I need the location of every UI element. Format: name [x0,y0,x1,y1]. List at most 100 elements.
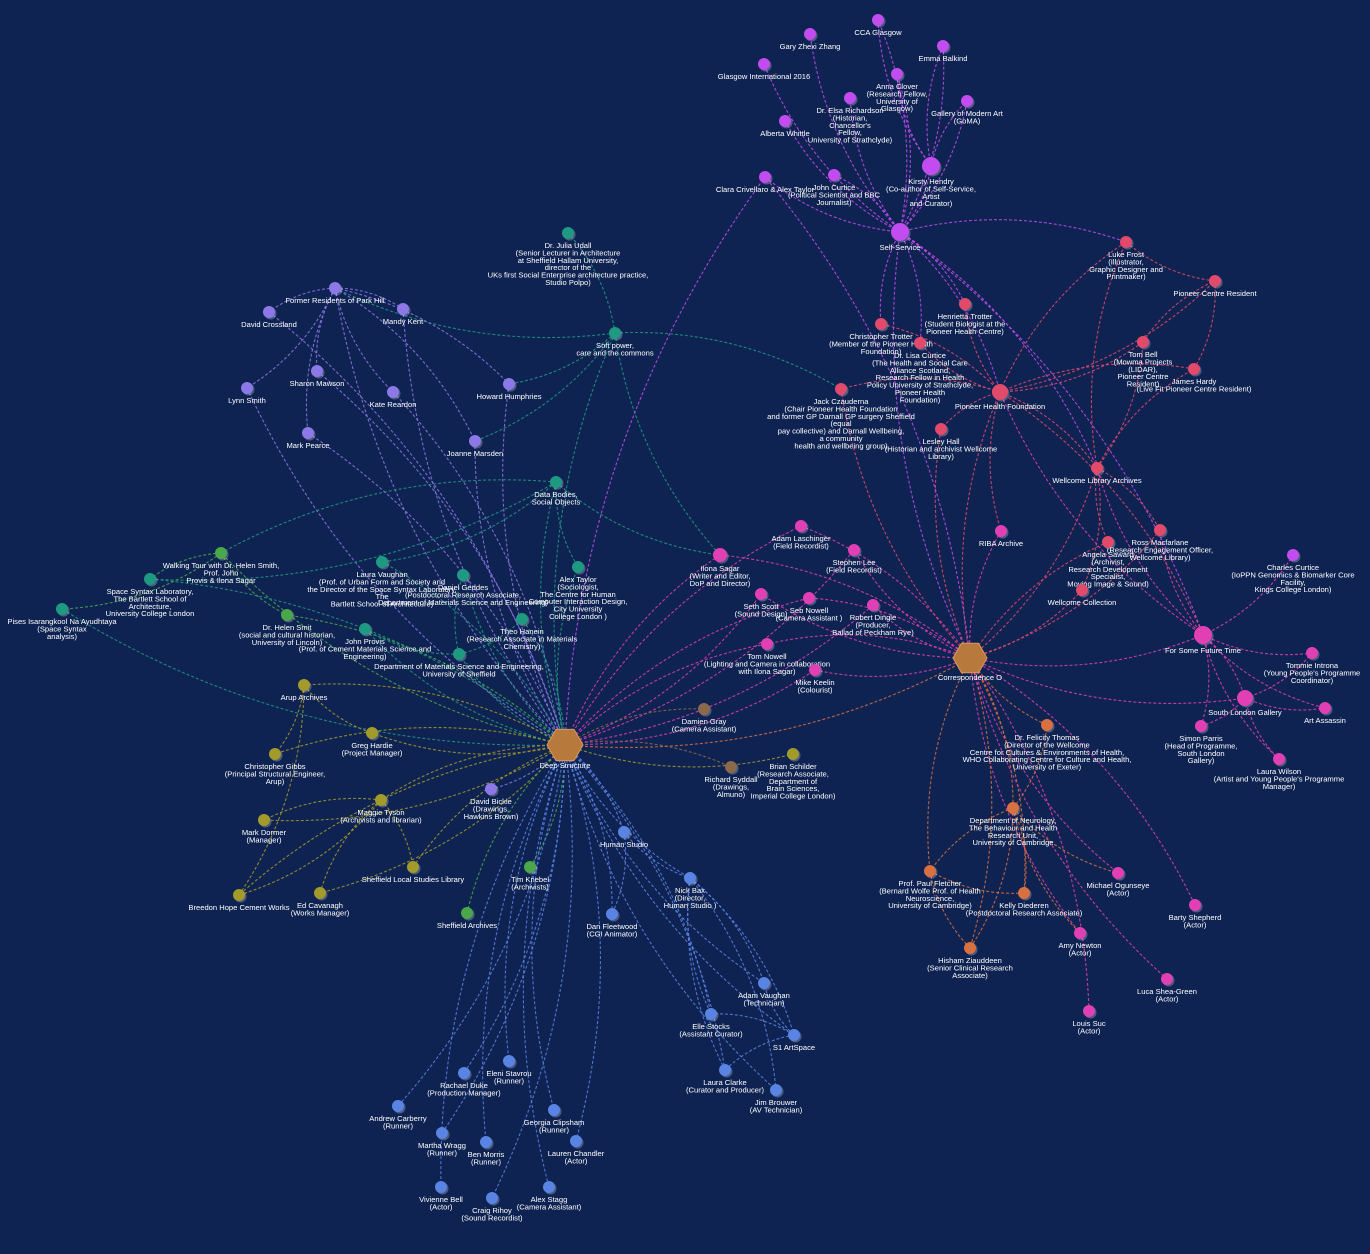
node: Walking Tour with Dr. Helen Smith, Prof. … [163,547,279,585]
label-line: (Archivist, [1091,557,1124,566]
node-label: Mandy Kent [383,317,424,326]
label-line: Nick Bax [675,886,705,895]
node-label: Amy Newton (Actor) [1058,941,1101,957]
node: Stephen Lee (Field Recordist) [826,544,882,574]
node: Howard Humphries [477,378,542,401]
node-dot [804,28,816,40]
node-label: Jack Czauderna (Chair Pioneer Health Foun… [767,397,915,450]
node-label: Craig Rihoy (Sound Recordist) [461,1206,523,1222]
label-line: (Drawings, [713,782,749,791]
label-line: Data Bodies, [534,490,577,499]
node-dot [1189,899,1201,911]
edge [1200,634,1210,727]
edge [614,332,721,556]
label-line: Amy Newton [1058,941,1101,950]
edge [381,561,566,746]
label-line: Architecture, [129,602,172,611]
node: Kirsty Hendry (Co-author of Self-Service,… [886,157,976,208]
edge [334,287,476,442]
label-line: (Actor) [565,1156,588,1165]
node-dot [407,861,419,873]
node-dot [758,977,770,989]
node-label: Adam Laschinger (Field Recordist) [771,534,831,550]
edge [929,807,1014,872]
edge [1202,554,1294,636]
label-line: University of Lincoln) [252,638,323,647]
node-label: CCA Glasgow [854,28,902,37]
edge [564,744,712,1015]
edge [220,479,557,554]
label-line: Adam Laschinger [771,534,831,543]
edge [764,176,971,659]
label-line: Mark Pearce [286,441,329,450]
label-line: Mandy Kent [383,317,424,326]
label-line: Human Studio ) [664,901,717,910]
node-dot [329,282,341,294]
label-line: (Camera Assistant) [672,724,737,733]
node: Jack Czauderna (Chair Pioneer Health Foun… [767,383,915,450]
node: Maggie Tyson (Archivists and librarian) [340,794,422,824]
node: Mike Keelin (Colourist) [795,664,835,694]
node: Seth Scott (Sound Design) [735,588,788,618]
node-dot [570,1135,582,1147]
node: Department of Materials Science and Engi… [374,648,544,678]
label-line: Anna Clover [876,82,918,91]
edge [149,481,557,581]
label-line: (Actor) [430,1202,453,1211]
node-dot [1306,647,1318,659]
label-line: College London ) [549,612,607,621]
label-line: Rachael Duke [440,1081,488,1090]
label-line: Arup) [266,777,285,786]
node-dot [392,1100,404,1112]
node-dot [572,561,584,573]
node-label: For Some Future Time [1165,646,1241,655]
node-dot [314,887,326,899]
node-label: Richard Syddall (Drawings, Almuno) [704,775,757,799]
edge [719,554,971,659]
node: Andrew Carberry (Runner) [369,1100,427,1130]
node-dot [758,58,770,70]
edge [540,481,566,746]
label-line: the Director of the Space Syntax Laborat… [307,585,456,594]
label-line: Fellow, [838,128,862,137]
node-label: Dr. Helen Smit (social and cultural histo… [239,623,335,647]
node: Clara Crivellaro & Alex Taylor [716,171,815,194]
edge [564,744,726,1071]
edge [724,1034,795,1071]
node: Glasgow International 2016 [718,58,810,81]
node-dot [875,318,887,330]
node-label: Sharon Mawson [290,379,345,388]
node: Dr. Julia Udall (Senior Lecturer in Archi… [488,227,648,287]
node-dot [698,703,710,715]
label-line: (Technician) [744,998,785,1007]
label-line: University of [876,97,919,106]
node-label: Howard Humphries [477,392,542,401]
node: Space Syntax Laboratory, The Bartlett Sch… [106,573,194,618]
node-label: Mark Dormer (Manager) [242,828,287,844]
label-line: Seb Nowell [790,606,829,615]
label-line: Former Residents of Park Hill [285,296,384,305]
label-line: Barty Shepherd [1169,913,1222,922]
node-label: Ed Cavanagh (Works Manager) [291,901,350,917]
label-line: Alliance Scotland, [890,366,950,375]
node: Hisham Ziauddeen (Senior Clinical Researc… [927,942,1013,980]
label-line: (Colourist) [797,685,832,694]
node-dot [787,748,799,760]
edge [522,744,566,1188]
node: Pioneer Centre Resident [1173,275,1257,298]
label-line: Kirsty Hendry [908,177,954,186]
node-dot [387,386,399,398]
label-line: Pioneer Health [895,388,945,397]
label-line: Dr. Felicity Thomas [1015,733,1080,742]
node-label: Henrietta Trotter (Student Biologist at t… [925,312,1006,336]
node-label: Arup Archives [281,693,328,702]
node-dot [376,556,388,568]
node-label: Vivienne Bell (Actor) [419,1195,463,1211]
node-dot [937,40,949,52]
node-dot [1041,719,1053,731]
node-dot [543,1181,555,1193]
label-line: Department of Neurology, [970,816,1056,825]
edge [1244,652,1313,699]
node-dot [844,92,856,104]
label-line: (Research Associate, [757,769,829,778]
